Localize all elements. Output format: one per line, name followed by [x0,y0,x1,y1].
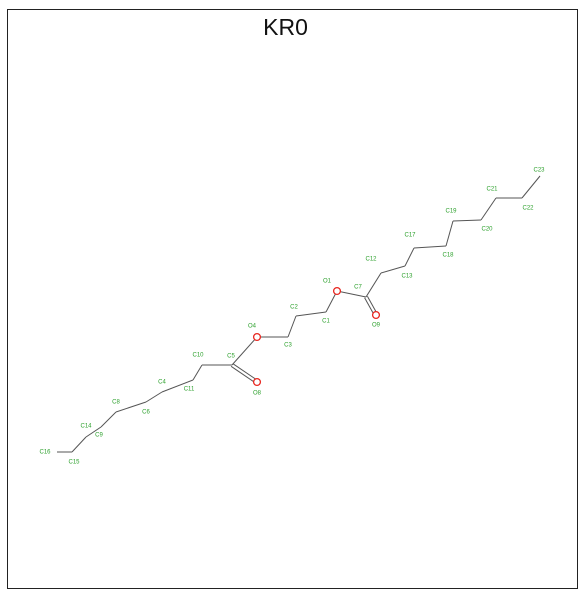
atom-label-c19: C19 [445,209,457,215]
single-bond-line [445,220,454,247]
single-bond-line [452,219,482,222]
atom-label-c20: C20 [481,227,493,233]
atom-label-o1: O1 [323,279,332,285]
atom-label-c3: C3 [284,343,292,349]
atom-label-c1: C1 [322,319,330,325]
single-bond-line [287,315,297,338]
atom-label-c21: C21 [486,187,498,193]
atom-label-c6: C6 [142,410,150,416]
atom-label-o4: O4 [248,324,257,330]
atom-label-c14: C14 [80,424,92,430]
single-bond-line [521,175,541,199]
atom-label-c23: C23 [533,168,545,174]
atom-label-c5: C5 [227,354,235,360]
atom-label-c17: C17 [404,233,416,239]
oxygen-atom-marker [371,310,381,320]
single-bond-line [231,336,258,366]
single-bond-line [115,401,147,413]
atom-label-c16: C16 [39,450,51,456]
single-bond-line [365,272,382,298]
double-bond-line [230,365,257,384]
atom-label-c7: C7 [354,285,362,291]
single-bond-line [404,247,415,267]
atom-label-c8: C8 [112,400,120,406]
oxygen-atom-marker [252,377,262,387]
atom-label-c9: C9 [95,433,103,439]
single-bond-line [192,364,203,381]
single-bond-line [480,197,497,221]
atom-label-c11: C11 [184,387,195,393]
double-bond-line [232,363,259,382]
atom-label-c15: C15 [68,460,80,466]
atom-label-c10: C10 [192,353,204,359]
atom-label-o8: O8 [253,391,262,397]
bond-layer [57,175,541,453]
single-bond-line [380,265,406,274]
atom-label-c13: C13 [401,274,413,280]
atom-label-c2: C2 [290,305,298,311]
atom-label-c4: C4 [158,380,166,386]
single-bond-line [295,311,327,317]
atom-label-c22: C22 [522,206,534,212]
figure-frame [7,9,578,589]
single-bond-line [71,436,87,453]
single-bond-line [161,379,194,393]
single-bond-line [85,426,102,438]
molecule-title: KR0 [263,14,308,40]
atom-label-o9: O9 [372,323,381,329]
oxygen-atom-marker [332,286,342,296]
single-bond-line [145,391,163,403]
atom-label-c18: C18 [442,253,454,259]
oxygen-atom-marker [252,332,262,342]
single-bond-line [336,290,367,298]
single-bond-line [413,245,447,249]
single-bond-line [100,411,117,428]
atom-label-c12: C12 [365,257,377,263]
